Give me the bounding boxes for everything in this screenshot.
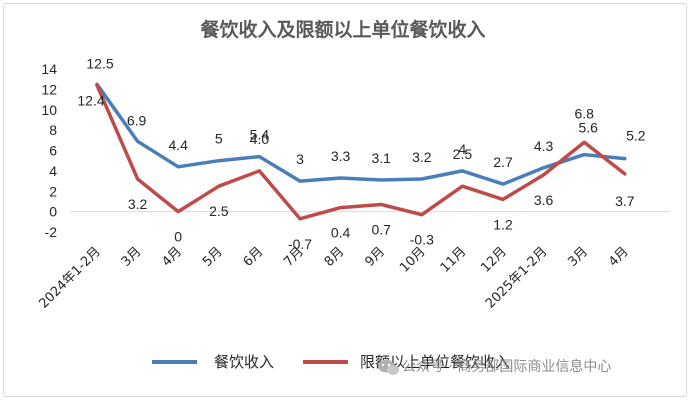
- data-label-above-quota-dining-revenue: 3.7: [615, 193, 635, 209]
- data-label-above-quota-dining-revenue: 3.2: [128, 196, 148, 212]
- data-label-above-quota-dining-revenue: 0.4: [331, 225, 351, 241]
- legend-label-above-quota-dining-revenue: 限额以上单位餐饮收入: [360, 353, 510, 371]
- y-tick-label: 2: [49, 183, 57, 199]
- chart-frame: [3, 3, 687, 397]
- data-label-dining-revenue: 4.3: [534, 138, 554, 154]
- watermark: 公众号 · 商务部国际商业信息中心: [378, 358, 611, 375]
- data-label-dining-revenue: 5.6: [578, 120, 598, 136]
- data-label-dining-revenue: 5.4: [250, 127, 270, 143]
- data-label-above-quota-dining-revenue: 12.4: [77, 92, 104, 108]
- series-line-dining-revenue: [95, 82, 627, 186]
- x-tick-label: 11月: [438, 244, 469, 275]
- data-label-dining-revenue: 12.5: [86, 55, 113, 71]
- x-tick-label: 8月: [322, 244, 348, 270]
- data-label-above-quota-dining-revenue: 1.2: [493, 216, 513, 232]
- data-label-dining-revenue: 4.4: [168, 137, 188, 153]
- y-tick-label: 4: [49, 163, 57, 179]
- data-label-above-quota-dining-revenue: 6.8: [574, 105, 594, 121]
- x-tick-label: 6月: [241, 244, 267, 270]
- data-label-dining-revenue: 5.2: [626, 128, 646, 144]
- series-line-above-quota-dining-revenue: [95, 83, 627, 221]
- data-label-dining-revenue: 3.1: [371, 150, 391, 166]
- y-tick-label: -2: [45, 224, 58, 240]
- x-tick-label: 4月: [159, 244, 185, 270]
- x-tick-label: 4月: [606, 244, 632, 270]
- data-label-dining-revenue: 2.7: [493, 154, 513, 170]
- legend: 餐饮收入 限额以上单位餐饮收入: [152, 353, 510, 371]
- y-tick-label: 14: [41, 61, 57, 77]
- legend-label-dining-revenue: 餐饮收入: [214, 353, 274, 371]
- chart-title: 餐饮收入及限额以上单位餐饮收入: [200, 18, 485, 41]
- data-label-dining-revenue: 3.2: [412, 149, 432, 165]
- data-label-dining-revenue: 3: [296, 151, 304, 167]
- data-label-above-quota-dining-revenue: -0.7: [288, 236, 312, 252]
- x-tick-label: 10月: [397, 244, 428, 275]
- y-tick-label: 6: [49, 143, 57, 159]
- x-axis: 2024年1-2月 3月 4月 5月 6月 7月 8月 9月 10月 11月 12月2025年1-2…: [36, 244, 631, 311]
- y-tick-label: 8: [49, 122, 57, 138]
- y-axis: 14 12 10 8 6 4 2 0 -2: [41, 61, 57, 240]
- data-label-above-quota-dining-revenue: 0.7: [371, 221, 391, 237]
- data-label-above-quota-dining-revenue: 2.5: [453, 146, 473, 162]
- x-tick-label: 3月: [119, 244, 145, 270]
- x-tick-label: 2024年1-2月: [36, 244, 103, 311]
- data-label-above-quota-dining-revenue: 3.6: [534, 192, 554, 208]
- data-label-above-quota-dining-revenue: 4.0: [250, 131, 270, 147]
- y-tick-label: 12: [41, 81, 57, 97]
- watermark-text: 公众号 · 商务部国际商业信息中心: [402, 358, 611, 375]
- x-tick-label: 3月: [565, 244, 591, 270]
- y-tick-label: 10: [41, 102, 57, 118]
- x-tick-label: 9月: [362, 244, 388, 270]
- x-tick-label: 12月: [478, 244, 509, 275]
- data-label-dining-revenue: 6.9: [127, 112, 147, 128]
- plot-lines: [95, 82, 627, 221]
- data-label-dining-revenue: 5: [215, 131, 223, 147]
- data-label-above-quota-dining-revenue: 0: [174, 229, 182, 245]
- data-label-above-quota-dining-revenue: 2.5: [209, 203, 229, 219]
- x-tick-label: 5月: [200, 244, 226, 270]
- data-labels: 12.5 6.9 4.4 5 5.4 3 3.3 3.1 3.2 4 2.7 4.3 5.6 5.2 12.…: [77, 55, 645, 251]
- wechat-icon: [378, 359, 399, 375]
- data-label-above-quota-dining-revenue: -0.3: [410, 232, 434, 248]
- data-label-dining-revenue: 3.3: [331, 148, 351, 164]
- data-label-dining-revenue: 4: [459, 141, 467, 157]
- y-tick-label: 0: [49, 204, 57, 220]
